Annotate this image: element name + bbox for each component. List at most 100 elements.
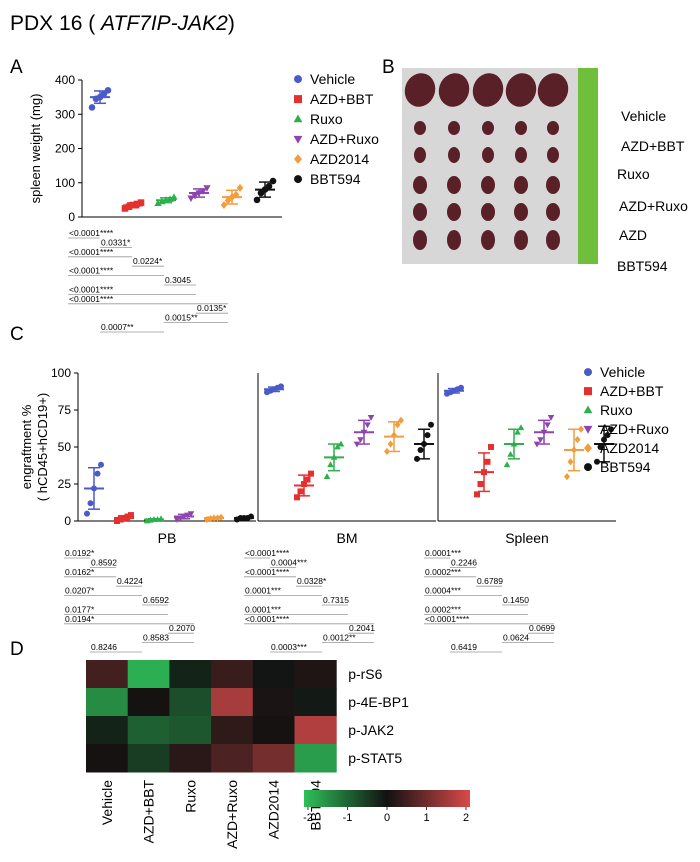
figure-title: PDX 16 ( ATF7IP-JAK2) — [10, 12, 235, 35]
series-azd2014 — [384, 416, 404, 456]
heatmap-cell — [294, 660, 337, 689]
data-point — [301, 481, 307, 487]
heatmap-row-label: p-rS6 — [348, 666, 382, 682]
legend-label: AZD+Ruxo — [600, 421, 669, 437]
series-vehicle — [444, 384, 464, 397]
pvalue-label: 0.0001*** — [425, 548, 462, 558]
heatmap-cell — [252, 744, 295, 773]
data-point — [327, 461, 334, 468]
legend-item-azd-bbt: AZD+BBT — [294, 91, 374, 107]
legend-item-vehicle: Vehicle — [294, 71, 355, 87]
series-ruxo — [323, 440, 345, 479]
x-group-label: PB — [158, 530, 177, 546]
heatmap-cell — [86, 744, 129, 773]
series-azd2014 — [220, 183, 244, 209]
data-point — [187, 511, 195, 518]
data-point — [154, 199, 162, 206]
subplot-bm: BM<0.0001****0.0004***<0.0001****0.0328*… — [244, 373, 436, 653]
data-point — [564, 473, 570, 481]
data-point — [207, 515, 214, 523]
panel-a-spleen-weight-chart: 0 100 200 300 400 spleen weight (mg) <0.0001**… — [28, 73, 282, 333]
data-point — [211, 514, 217, 522]
spleen-sample — [472, 73, 504, 107]
pvalue-label: <0.0001**** — [69, 228, 114, 238]
photo-row-label: AZD+BBT — [621, 138, 685, 154]
legend-label: AZD+BBT — [600, 383, 664, 399]
pvalue-label: 0.8246 — [91, 642, 117, 652]
legend-panel-a: Vehicle AZD+BBT Ruxo AZD+Ruxo AZD2014 BBT594 — [293, 71, 379, 187]
data-point — [158, 197, 166, 205]
heatmap-column-label: AZD2014 — [266, 780, 282, 839]
spleen-sample — [414, 147, 426, 163]
pvalue-label: <0.0001**** — [69, 266, 114, 276]
spleen-sample — [505, 73, 537, 107]
heatmap-column-label: AZD+BBT — [141, 780, 157, 844]
data-point — [594, 458, 600, 465]
heatmap-cell — [211, 716, 254, 745]
y-tick-label: 0 — [64, 514, 71, 528]
series-azd-ruxo — [353, 415, 375, 448]
data-point — [253, 196, 261, 204]
panel-letter-c: C — [10, 324, 24, 345]
heatmap-cell — [169, 744, 212, 773]
data-point — [421, 441, 427, 448]
legend-item-bbt594: BBT594 — [294, 171, 361, 187]
panel-d-heatmap: p-rS6 p-4E-BP1 p-JAK2 p-STAT5 Vehicle AZD+BBT… — [86, 660, 470, 849]
pvalue-label: 0.0012** — [323, 633, 356, 643]
heatmap-row-label: p-JAK2 — [348, 722, 394, 738]
data-point — [394, 421, 401, 429]
data-point — [387, 440, 394, 448]
data-point — [391, 431, 397, 439]
series-azd-ruxo — [187, 185, 211, 202]
photo-row-label: AZD+Ruxo — [619, 198, 688, 214]
spleen-sample — [514, 203, 528, 221]
spleen-sample — [447, 203, 461, 221]
pvalue-label: 0.0001*** — [245, 604, 282, 614]
legend-item-ruxo: Ruxo — [583, 402, 633, 418]
data-point — [571, 446, 577, 454]
data-point — [330, 453, 338, 460]
spleen-sample — [515, 147, 527, 163]
pvalue-label: 0.0224* — [133, 256, 163, 266]
heatmap-cell — [252, 688, 295, 717]
spleen-sample — [481, 203, 495, 221]
pvalue-label: 0.0002*** — [425, 567, 462, 577]
panel-letter-a: A — [10, 57, 23, 78]
spleen-sample — [481, 176, 495, 194]
series-azd-bbt — [294, 470, 314, 501]
series-vehicle — [88, 86, 112, 111]
spleen-photo — [404, 73, 569, 250]
spleen-sample — [482, 121, 494, 135]
legend-item-azd2014: AZD2014 — [294, 151, 369, 167]
data-point — [517, 424, 525, 431]
data-point — [334, 443, 341, 450]
spleen-sample — [413, 230, 427, 250]
heatmap-cell — [127, 688, 170, 717]
pvalue-label: 0.0331* — [101, 237, 131, 247]
data-point — [597, 444, 604, 450]
legend-label: AZD2014 — [310, 151, 369, 167]
data-point — [360, 429, 368, 436]
photo-row-label: BBT594 — [617, 258, 668, 274]
data-point — [124, 513, 131, 520]
data-point — [125, 203, 133, 211]
data-point — [567, 458, 574, 466]
y-tick-label: 0 — [68, 210, 75, 224]
heatmap-cell — [169, 660, 212, 689]
photo-row-label: Ruxo — [617, 166, 650, 182]
legend-marker — [294, 175, 302, 184]
pvalue-label: 0.0004*** — [425, 586, 462, 596]
series-azd-ruxo — [173, 511, 195, 523]
pvalue-label: 0.4224 — [117, 576, 143, 586]
heatmap-cell — [211, 660, 254, 689]
data-point — [608, 426, 614, 433]
spleen-sample — [515, 121, 527, 135]
legend-label: BBT594 — [310, 171, 361, 187]
legend-item-azd-bbt: AZD+BBT — [584, 383, 664, 399]
data-point — [547, 415, 555, 421]
heatmap-row-label: p-STAT5 — [348, 750, 402, 766]
series-bbt594 — [414, 421, 434, 462]
series-ruxo — [503, 424, 525, 468]
heatmap-cell — [252, 660, 295, 689]
panel-b-spleen-photo: Vehicle AZD+BBT Ruxo AZD+Ruxo AZD BBT594 — [402, 68, 688, 274]
